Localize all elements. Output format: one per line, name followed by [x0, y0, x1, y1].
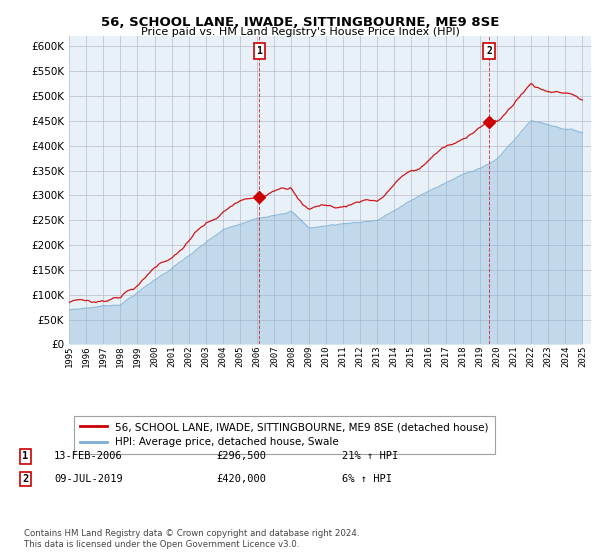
- Text: 2: 2: [22, 474, 28, 484]
- Text: 13-FEB-2006: 13-FEB-2006: [54, 451, 123, 461]
- Text: 1: 1: [22, 451, 28, 461]
- Text: 56, SCHOOL LANE, IWADE, SITTINGBOURNE, ME9 8SE: 56, SCHOOL LANE, IWADE, SITTINGBOURNE, M…: [101, 16, 499, 29]
- Text: Price paid vs. HM Land Registry's House Price Index (HPI): Price paid vs. HM Land Registry's House …: [140, 27, 460, 37]
- Text: 09-JUL-2019: 09-JUL-2019: [54, 474, 123, 484]
- Text: £296,500: £296,500: [216, 451, 266, 461]
- Legend: 56, SCHOOL LANE, IWADE, SITTINGBOURNE, ME9 8SE (detached house), HPI: Average pr: 56, SCHOOL LANE, IWADE, SITTINGBOURNE, M…: [74, 416, 494, 454]
- Text: 6% ↑ HPI: 6% ↑ HPI: [342, 474, 392, 484]
- Text: 2: 2: [486, 46, 492, 57]
- Text: Contains HM Land Registry data © Crown copyright and database right 2024.
This d: Contains HM Land Registry data © Crown c…: [24, 529, 359, 549]
- Text: 21% ↑ HPI: 21% ↑ HPI: [342, 451, 398, 461]
- Text: £420,000: £420,000: [216, 474, 266, 484]
- Text: 1: 1: [256, 46, 262, 57]
